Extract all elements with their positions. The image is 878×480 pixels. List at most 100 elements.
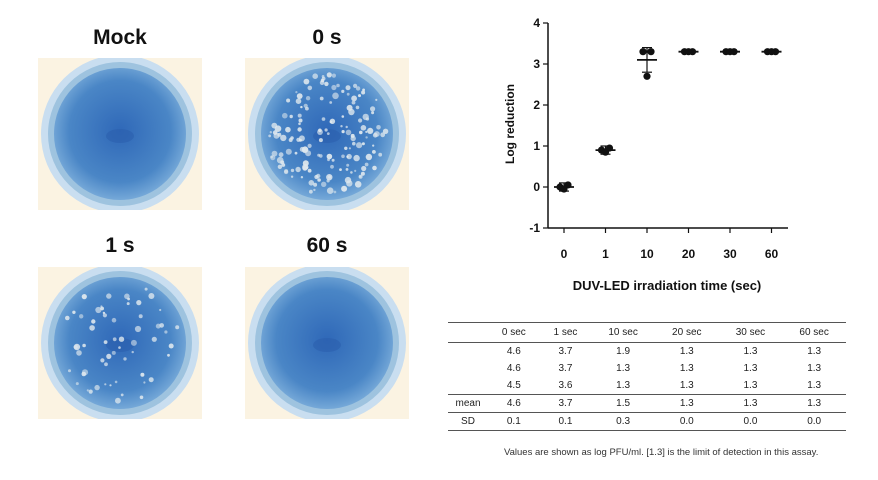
plaque-spot bbox=[104, 362, 108, 367]
plaque-spot bbox=[75, 382, 79, 386]
table-cell: 3.7 bbox=[558, 398, 573, 409]
plaque-spot bbox=[326, 153, 333, 160]
plaque-spot bbox=[280, 134, 287, 142]
plaque-spot bbox=[353, 83, 358, 88]
plaque-spot bbox=[102, 313, 107, 318]
plaque-spot bbox=[100, 305, 103, 308]
plaque-spot bbox=[360, 171, 365, 176]
plaque-spot bbox=[295, 91, 298, 94]
plaque-spot bbox=[296, 93, 303, 99]
well-image-0s bbox=[245, 58, 409, 210]
plaque-spot bbox=[361, 165, 367, 172]
well-center-stain bbox=[106, 129, 134, 143]
plaque-spot bbox=[86, 389, 89, 392]
plaque-spot bbox=[371, 111, 375, 115]
plaque-spot bbox=[167, 353, 170, 357]
table-cell: 1.3 bbox=[743, 363, 758, 374]
plaque-spot bbox=[374, 131, 380, 137]
plaque-spot bbox=[115, 397, 121, 404]
data-point bbox=[726, 48, 734, 56]
plaque-spot bbox=[308, 180, 315, 186]
plaque-spot bbox=[313, 182, 318, 187]
plaque-spot bbox=[331, 73, 336, 78]
plaque-spot bbox=[295, 166, 301, 173]
plaque-spot bbox=[331, 84, 337, 91]
plaque-spot bbox=[341, 115, 345, 118]
plaque-spot bbox=[344, 176, 352, 184]
table-header: 60 sec bbox=[799, 327, 829, 338]
plaque-spot bbox=[336, 83, 340, 88]
table-cell: 1.3 bbox=[807, 398, 822, 409]
plaque-spot bbox=[312, 73, 318, 79]
plaque-spot bbox=[269, 131, 272, 134]
plaque-spot bbox=[131, 350, 134, 354]
data-point bbox=[601, 148, 610, 156]
plaque-spot bbox=[317, 129, 323, 135]
plaque-spot bbox=[317, 153, 321, 157]
plaque-spot bbox=[95, 306, 102, 314]
plaque-spot bbox=[295, 98, 302, 104]
plaque-spot bbox=[354, 181, 362, 188]
plaque-spot bbox=[307, 143, 312, 148]
y-tick-label: 1 bbox=[533, 139, 540, 153]
plaque-spot bbox=[314, 174, 319, 180]
plaque-spot bbox=[307, 168, 312, 173]
plaque-spot bbox=[277, 164, 283, 169]
plaque-spot bbox=[79, 314, 84, 319]
plaque-spot bbox=[103, 340, 108, 344]
table-cell: 1.5 bbox=[616, 398, 631, 409]
table-row-label: SD bbox=[461, 416, 475, 427]
plaque-spot bbox=[109, 384, 112, 387]
table-cell: 0.1 bbox=[506, 416, 521, 427]
plaque-spot bbox=[82, 343, 86, 348]
table-cell: 1.3 bbox=[679, 346, 694, 357]
y-tick-label: -1 bbox=[529, 221, 540, 235]
plaque-spot bbox=[290, 175, 294, 178]
plaque-spot bbox=[326, 72, 332, 78]
plaque-spot bbox=[284, 169, 289, 173]
plaque-spot bbox=[341, 89, 345, 93]
data-point bbox=[767, 48, 776, 56]
plaque-spot bbox=[124, 293, 130, 300]
plaque-spot bbox=[324, 81, 329, 87]
plaque-spot bbox=[104, 383, 107, 386]
plaque-spot bbox=[341, 154, 345, 159]
plaque-spot bbox=[345, 85, 351, 91]
well-label-1s: 1 s bbox=[105, 234, 135, 257]
plaque-spot bbox=[302, 165, 308, 171]
plaque-spot bbox=[164, 330, 168, 334]
plaque-spot bbox=[118, 346, 121, 349]
table-header: 20 sec bbox=[672, 327, 702, 338]
table-cell: 1.3 bbox=[807, 380, 822, 391]
plaque-spot bbox=[305, 96, 311, 101]
plaque-spot bbox=[88, 389, 93, 394]
plaque-spot bbox=[319, 96, 324, 101]
plaque-spot bbox=[139, 395, 144, 400]
plaque-spot bbox=[341, 185, 348, 192]
plaque-spot bbox=[313, 188, 316, 192]
plaque-spot bbox=[100, 358, 105, 363]
table-cell: 1.3 bbox=[807, 346, 822, 357]
table-cell: 0.3 bbox=[616, 416, 631, 427]
table-cell: 0.0 bbox=[807, 416, 822, 427]
table-cell: 1.3 bbox=[679, 380, 694, 391]
table-header-row: 0 sec 1 sec 10 sec 20 sec 30 sec 60 sec bbox=[448, 322, 846, 343]
plaque-spot bbox=[327, 158, 330, 162]
plaque-spot bbox=[151, 336, 157, 342]
plaque-spot bbox=[278, 152, 284, 158]
x-tick-label: 0 bbox=[561, 247, 568, 261]
plaque-spot bbox=[72, 310, 76, 314]
well-label-mock: Mock bbox=[93, 26, 147, 49]
plaque-spot bbox=[106, 353, 112, 359]
plaque-spot bbox=[345, 125, 348, 129]
plaque-spot bbox=[143, 381, 146, 384]
data-point bbox=[643, 72, 651, 80]
data-point bbox=[560, 185, 568, 193]
plaque-spot bbox=[285, 126, 291, 133]
plaque-spot bbox=[326, 132, 330, 135]
plaque-spot bbox=[370, 106, 376, 112]
table-footnote: Values are shown as log PFU/ml. [1.3] is… bbox=[504, 447, 819, 458]
well-image-mock bbox=[38, 58, 202, 210]
plaque-spot bbox=[346, 163, 350, 167]
plaque-spot bbox=[114, 380, 118, 384]
